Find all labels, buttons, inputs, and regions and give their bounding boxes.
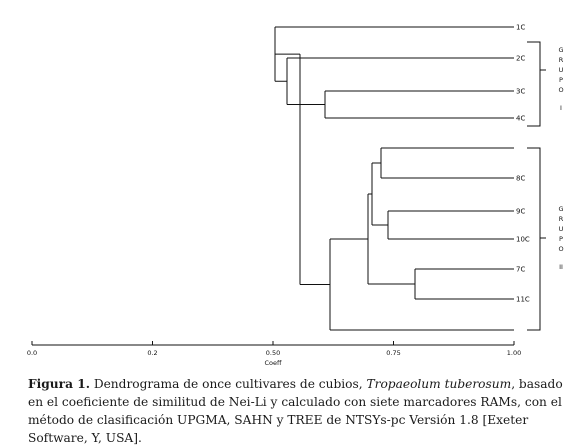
leaf-label: 3C — [516, 88, 525, 96]
x-tick-label: 0.50 — [266, 349, 280, 357]
leaf-label: 9C — [516, 208, 525, 216]
caption-text-before: Dendrograma de once cultivares de cubios… — [89, 377, 367, 391]
leaf-label: 8C — [516, 175, 525, 183]
group-letter: G — [558, 205, 563, 213]
caption-figure-label: Figura 1. — [28, 377, 90, 391]
dendrogram-tree — [274, 26, 514, 331]
leaf-label: 11C — [516, 296, 530, 304]
leaf-label: 2C — [516, 55, 525, 63]
x-axis: 0.0 0.2 0.50 0.75 1.00 — [27, 341, 521, 357]
figure-caption: Figura 1. Dendrograma de once cultivares… — [28, 375, 568, 447]
leaf-label: 4C — [516, 115, 525, 123]
leaf-label: 7C — [516, 266, 525, 274]
group-1-bracket — [527, 41, 546, 127]
leaf-label: 1C — [516, 24, 525, 32]
x-axis-label: Coeff — [265, 359, 283, 367]
x-tick-label: 1.00 — [507, 349, 521, 357]
group-numeral: II — [559, 263, 563, 271]
group-letter: P — [559, 76, 563, 84]
group-letter: O — [558, 86, 563, 94]
group-letter: R — [559, 215, 564, 223]
group-letter: R — [559, 56, 564, 64]
group-numeral: I — [560, 104, 562, 112]
group-2-bracket — [527, 147, 546, 331]
group-letter: O — [558, 245, 563, 253]
caption-species-name: Tropaeolum tuberosum — [366, 377, 512, 391]
x-tick-label: 0.75 — [386, 349, 400, 357]
leaf-label: 10C — [516, 236, 530, 244]
group-letter: U — [559, 66, 564, 74]
x-tick-label: 0.0 — [27, 349, 37, 357]
leaf-labels: 1C 2C 3C 4C 8C 9C 10C 7C 11C — [516, 24, 530, 304]
x-tick-label: 0.2 — [147, 349, 157, 357]
group-letter: U — [559, 225, 564, 233]
group-letter: G — [558, 46, 563, 54]
group-letter: P — [559, 235, 563, 243]
